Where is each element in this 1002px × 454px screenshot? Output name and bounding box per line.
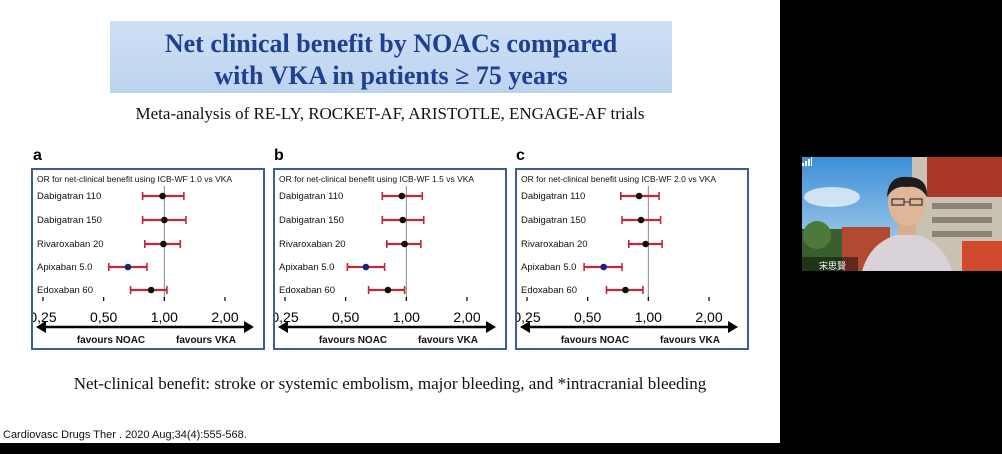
tick-label: 0,25 bbox=[275, 309, 299, 325]
speaker-video-frame bbox=[802, 157, 1002, 271]
row-label: Dabigatran 150 bbox=[521, 215, 586, 226]
row-label: Edoxaban 60 bbox=[279, 285, 335, 296]
favours-vka-label: favours VKA bbox=[660, 335, 720, 346]
odds-ratio-point bbox=[398, 192, 406, 200]
axis-arrow-right bbox=[486, 321, 496, 333]
row-label: Rivaroxaban 20 bbox=[279, 239, 346, 250]
odds-ratio-point bbox=[159, 192, 166, 200]
tick-label: 1,00 bbox=[393, 309, 420, 325]
forest-header: OR for net-clinical benefit using ICB-WF… bbox=[279, 174, 474, 184]
forest-plot-a: OR for net-clinical benefit using ICB-WF… bbox=[31, 168, 265, 350]
row-label: Edoxaban 60 bbox=[521, 285, 577, 296]
row-label: Apixaban 5.0 bbox=[279, 262, 334, 273]
odds-ratio-point bbox=[642, 240, 649, 248]
forest-header: OR for net-clinical benefit using ICB-WF… bbox=[37, 174, 232, 184]
tick-label: 1,00 bbox=[151, 309, 178, 325]
row-label: Apixaban 5.0 bbox=[521, 262, 576, 273]
axis-arrow-left bbox=[36, 321, 46, 333]
axis-arrow-right bbox=[244, 321, 254, 333]
title-line-2: with VKA in patients ≥ 75 years bbox=[214, 61, 568, 90]
tick-label: 1,00 bbox=[635, 309, 662, 325]
speaker-name: 宋思賢 bbox=[819, 261, 847, 271]
odds-ratio-point bbox=[384, 286, 392, 294]
row-label: Dabigatran 110 bbox=[521, 191, 585, 202]
panel-label-b: b bbox=[274, 147, 284, 164]
favours-noac-label: favours NOAC bbox=[561, 335, 629, 346]
tick-label: 0,50 bbox=[90, 309, 117, 325]
odds-ratio-point bbox=[637, 216, 645, 224]
forest-plot-c: OR for net-clinical benefit using ICB-WF… bbox=[515, 168, 749, 350]
tick-label: 0,25 bbox=[33, 309, 57, 325]
odds-ratio-point bbox=[147, 286, 155, 294]
tick-label: 2,00 bbox=[211, 309, 238, 325]
odds-ratio-point bbox=[399, 216, 407, 224]
favours-vka-label: favours VKA bbox=[176, 335, 236, 346]
row-label: Dabigatran 110 bbox=[279, 191, 343, 202]
axis-arrow-right bbox=[728, 321, 738, 333]
title-line-1: Net clinical benefit by NOACs compared bbox=[164, 29, 618, 58]
tick-label: 2,00 bbox=[453, 309, 480, 325]
axis-arrow-left bbox=[520, 321, 530, 333]
odds-ratio-point bbox=[362, 263, 370, 271]
citation: Cardiovasc Drugs Ther . 2020 Aug;34(4):5… bbox=[3, 429, 247, 441]
forest-header: OR for net-clinical benefit using ICB-WF… bbox=[521, 174, 716, 184]
odds-ratio-point bbox=[622, 286, 629, 294]
row-label: Rivaroxaban 20 bbox=[521, 239, 588, 250]
favours-noac-label: favours NOAC bbox=[77, 335, 145, 346]
axis-arrow-left bbox=[278, 321, 288, 333]
odds-ratio-point bbox=[600, 263, 607, 271]
speaker-video-tile[interactable]: 宋思賢 bbox=[802, 157, 1002, 271]
odds-ratio-point bbox=[401, 240, 408, 248]
row-label: Dabigatran 150 bbox=[279, 215, 344, 226]
panel-label-a: a bbox=[33, 147, 42, 164]
odds-ratio-point bbox=[124, 263, 132, 271]
row-label: Apixaban 5.0 bbox=[37, 262, 92, 273]
tick-label: 2,00 bbox=[695, 309, 722, 325]
tick-label: 0,25 bbox=[517, 309, 541, 325]
presentation-slide: Net clinical benefit by NOACs compared w… bbox=[0, 0, 780, 443]
row-label: Dabigatran 150 bbox=[37, 215, 102, 226]
odds-ratio-point bbox=[160, 240, 167, 248]
signal-bars-icon bbox=[802, 157, 812, 166]
favours-noac-label: favours NOAC bbox=[319, 335, 387, 346]
panel-label-c: c bbox=[516, 147, 525, 164]
slide-subtitle: Meta-analysis of RE-LY, ROCKET-AF, ARIST… bbox=[135, 104, 645, 123]
forest-plot-b: OR for net-clinical benefit using ICB-WF… bbox=[273, 168, 507, 350]
odds-ratio-point bbox=[161, 216, 168, 224]
favours-vka-label: favours VKA bbox=[418, 335, 478, 346]
tick-label: 0,50 bbox=[332, 309, 359, 325]
odds-ratio-point bbox=[635, 192, 643, 200]
tick-label: 0,50 bbox=[574, 309, 601, 325]
row-label: Dabigatran 110 bbox=[37, 191, 101, 202]
row-label: Edoxaban 60 bbox=[37, 285, 93, 296]
row-label: Rivaroxaban 20 bbox=[37, 239, 104, 250]
title-banner: Net clinical benefit by NOACs compared w… bbox=[110, 21, 672, 93]
slide-footnote: Net-clinical benefit: stroke or systemic… bbox=[73, 374, 707, 393]
